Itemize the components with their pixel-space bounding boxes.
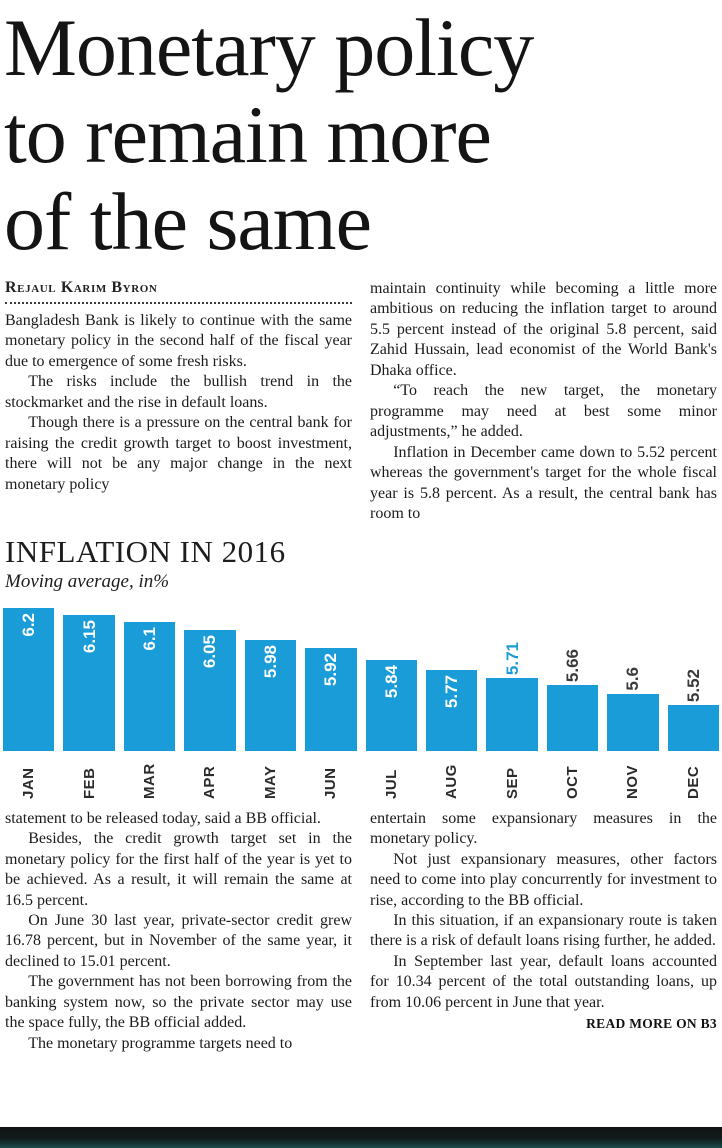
chart-bar-group: 5.71 SEP xyxy=(486,601,538,799)
column-text: entertain some expansionary measures in … xyxy=(370,809,717,1014)
article-headline: Monetary policy to remain more of the sa… xyxy=(0,0,722,279)
bar-value-label: 5.77 xyxy=(442,674,462,708)
bar-stack: 5.77 xyxy=(425,601,478,751)
bar-value-label: 6.2 xyxy=(19,612,39,637)
paragraph: In this situation, if an expansionary ro… xyxy=(370,911,717,950)
column-left-bottom: statement to be released today, said a B… xyxy=(5,809,352,1055)
bar-value-label: 5.52 xyxy=(683,668,703,702)
paragraph: “To reach the new target, the monetary p… xyxy=(370,382,717,441)
bar-value-label: 6.1 xyxy=(140,626,160,651)
bar-value-label: 6.15 xyxy=(79,619,99,653)
article-bottom-section: statement to be released today, said a B… xyxy=(0,809,722,1055)
paragraph: Inflation in December came down to 5.52 … xyxy=(370,443,717,523)
article-top-section: Rejaul Karim Byron Bangladesh Bank is li… xyxy=(0,279,722,525)
paragraph: In September last year, default loans ac… xyxy=(370,952,717,1011)
chart-bar: 6.1 xyxy=(123,621,176,751)
paragraph: On June 30 last year, private-sector cre… xyxy=(5,911,352,970)
chart-bar-group: 5.84 JUL xyxy=(365,601,417,799)
chart-bar: 6.15 xyxy=(63,614,115,751)
bar-value-label: 5.92 xyxy=(321,652,341,686)
chart-title: INFLATION IN 2016 xyxy=(5,533,286,569)
chart-bar: 5.98 xyxy=(244,639,297,751)
bar-stack: 5.71 xyxy=(486,601,538,751)
paragraph: Bangladesh Bank is likely to continue wi… xyxy=(5,312,352,370)
headline-line: to remain more xyxy=(4,89,492,180)
paragraph: maintain continuity while becoming a lit… xyxy=(370,280,717,379)
chart-bar-group: 6.1 MAR xyxy=(123,601,176,799)
bar-stack: 5.84 xyxy=(365,601,417,751)
bar-value-label: 5.71 xyxy=(502,641,522,675)
chart-bar-group: 6.15 FEB xyxy=(63,601,115,799)
chart-bars: 6.2 JAN 6.15 FEB 6.1 MAR 6.05 APR 5.98 MAY 5.92 JUN… xyxy=(0,601,722,799)
inflation-chart: INFLATION IN 2016 Moving average, in% 6.… xyxy=(0,534,722,799)
month-axis-label: OCT xyxy=(564,765,581,799)
bar-stack: 5.66 xyxy=(546,601,599,751)
read-more-link: READ MORE ON B3 xyxy=(586,1016,717,1032)
month-axis-label: DEC xyxy=(684,765,702,799)
column-right-top: maintain continuity while becoming a lit… xyxy=(370,279,717,525)
chart-bar-group: 6.2 JAN xyxy=(3,601,55,799)
bar-stack: 5.98 xyxy=(244,601,297,751)
chart-bar xyxy=(546,684,599,751)
month-axis-label: MAR xyxy=(141,762,159,799)
bar-stack: 6.05 xyxy=(184,601,236,751)
month-axis-label: MAY xyxy=(261,765,279,799)
chart-bar xyxy=(667,704,720,751)
chart-bar-group: 6.05 APR xyxy=(184,601,236,799)
month-axis-label: FEB xyxy=(80,767,98,799)
paragraph: statement to be released today, said a B… xyxy=(5,809,321,827)
bar-stack: 6.15 xyxy=(63,601,115,751)
bar-stack: 5.92 xyxy=(305,601,357,751)
month-axis-label: JUL xyxy=(382,768,400,799)
month-axis-label: JUN xyxy=(322,767,340,799)
headline-line: of the same xyxy=(4,176,372,267)
paragraph: entertain some expansionary measures in … xyxy=(370,809,717,848)
chart-bar xyxy=(486,677,538,751)
headline-line: Monetary policy xyxy=(4,2,534,93)
bar-value-label: 5.98 xyxy=(260,644,280,678)
chart-subtitle: Moving average, in% xyxy=(5,570,170,592)
column-left-top: Rejaul Karim Byron Bangladesh Bank is li… xyxy=(5,279,352,525)
bar-value-label: 5.6 xyxy=(623,666,643,691)
month-axis-label: AUG xyxy=(443,763,461,799)
bar-value-label: 5.66 xyxy=(563,648,582,682)
chart-bar-group: 5.92 JUN xyxy=(305,601,357,799)
paragraph: The government has not been borrowing fr… xyxy=(5,973,352,1032)
bar-stack: 5.52 xyxy=(667,601,720,751)
byline-divider xyxy=(5,302,352,304)
chart-bar: 6.05 xyxy=(184,629,236,751)
month-axis-label: NOV xyxy=(624,764,642,799)
chart-bar: 5.77 xyxy=(425,669,478,751)
column-text: Bangladesh Bank is likely to continue wi… xyxy=(5,311,352,495)
bottom-section-bar xyxy=(0,1127,722,1148)
column-text: statement to be released today, said a B… xyxy=(5,809,352,1055)
paragraph: The monetary programme targets need to xyxy=(28,1034,293,1052)
chart-bar-group: 5.98 MAY xyxy=(244,601,297,799)
column-text: maintain continuity while becoming a lit… xyxy=(370,279,717,525)
chart-bar-group: 5.52 DEC xyxy=(667,601,720,799)
paragraph: Not just expansionary measures, other fa… xyxy=(370,850,717,909)
bar-value-label: 5.84 xyxy=(381,664,401,698)
bar-stack: 6.2 xyxy=(3,601,55,751)
byline: Rejaul Karim Byron xyxy=(5,279,158,296)
chart-bar-group: 5.6 NOV xyxy=(607,601,659,799)
paragraph: Though there is a pressure on the centra… xyxy=(5,414,352,493)
chart-bar xyxy=(607,693,659,751)
bar-stack: 5.6 xyxy=(607,601,659,751)
month-axis-label: APR xyxy=(201,765,219,799)
chart-bar-group: 5.77 AUG xyxy=(425,601,478,799)
bar-stack: 6.1 xyxy=(123,601,176,751)
month-axis-label: SEP xyxy=(503,767,521,799)
chart-bar-group: 5.66 OCT xyxy=(546,601,599,799)
paragraph: Besides, the credit growth target set in… xyxy=(5,830,352,909)
month-axis-label: JAN xyxy=(20,767,38,799)
chart-bar: 6.2 xyxy=(3,607,55,751)
paragraph: The risks include the bullish trend in t… xyxy=(5,373,352,411)
column-right-bottom: entertain some expansionary measures in … xyxy=(370,809,717,1055)
chart-bar: 5.92 xyxy=(305,647,357,751)
bar-value-label: 6.05 xyxy=(200,634,220,668)
chart-bar: 5.84 xyxy=(365,659,417,751)
